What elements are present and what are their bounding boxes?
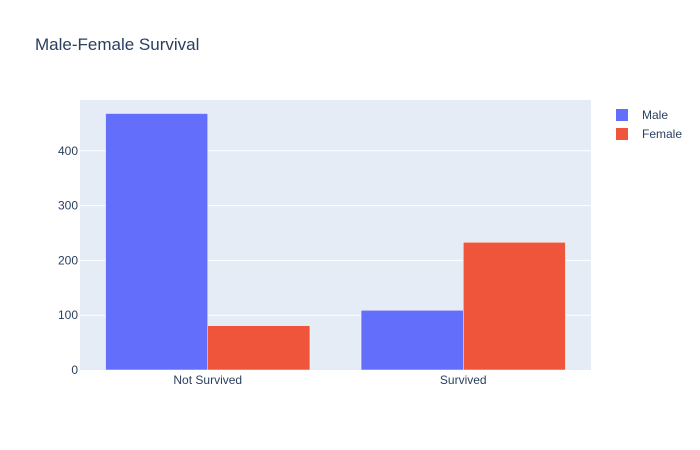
chart-title: Male-Female Survival — [35, 35, 199, 54]
x-tick-label-1: Survived — [440, 373, 487, 387]
legend-label-female: Female — [642, 127, 682, 141]
y-tick-label-4: 400 — [58, 144, 78, 158]
legend-swatch-female — [616, 128, 628, 140]
bar-female-not-survived[interactable] — [207, 325, 311, 371]
y-tick-label-2: 200 — [58, 253, 78, 267]
legend-item-male[interactable]: Male — [616, 108, 668, 122]
legend-item-female[interactable]: Female — [616, 127, 682, 141]
x-tick-label-0: Not Survived — [173, 373, 242, 387]
y-tick-label-3: 300 — [58, 199, 78, 213]
x-axis-ticks: Not Survived Survived — [173, 373, 486, 387]
bar-male-not-survived[interactable] — [105, 113, 208, 371]
legend: Male Female — [616, 108, 682, 141]
y-tick-label-0: 0 — [71, 363, 78, 377]
legend-label-male: Male — [642, 108, 668, 122]
bars — [105, 113, 566, 371]
bar-male-survived[interactable] — [360, 310, 464, 371]
y-axis-ticks: 0 100 200 300 400 — [58, 144, 78, 377]
legend-swatch-male — [616, 109, 628, 121]
y-tick-label-1: 100 — [58, 308, 78, 322]
bar-female-survived[interactable] — [463, 242, 566, 371]
